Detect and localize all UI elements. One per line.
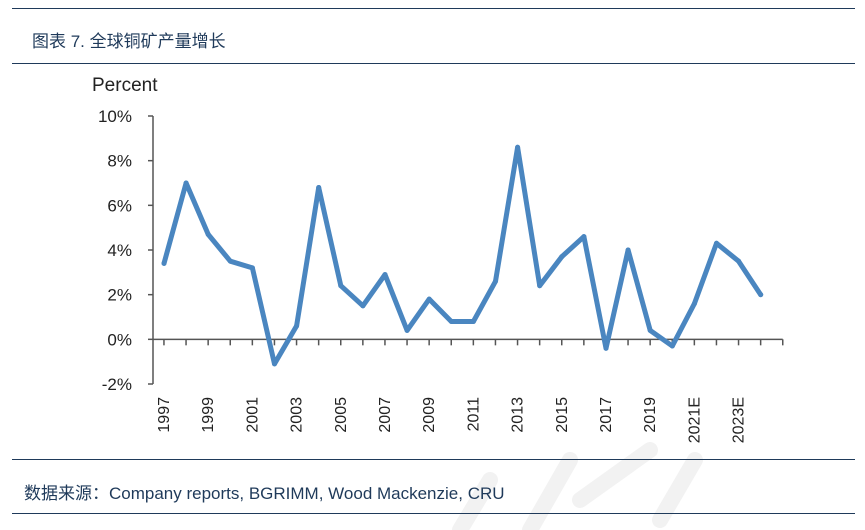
x-tick-label: 1999 <box>200 397 217 433</box>
data-point <box>205 231 211 237</box>
x-tick-label: 2023E <box>731 397 748 443</box>
data-point <box>404 327 410 333</box>
data-point <box>691 301 697 307</box>
x-tick-label: 2015 <box>554 397 571 433</box>
x-tick-label: 2007 <box>377 397 394 433</box>
data-point <box>382 272 388 278</box>
data-point <box>736 258 742 264</box>
source-rule-top <box>12 459 855 460</box>
series-line <box>161 144 764 367</box>
data-point <box>470 318 476 324</box>
x-tick-label: 2009 <box>421 397 438 433</box>
data-point <box>426 296 432 302</box>
x-tick-label: 2005 <box>333 397 350 433</box>
x-tick-label: 2019 <box>642 397 659 433</box>
data-point <box>183 180 189 186</box>
y-tick-label: 4% <box>107 241 132 260</box>
data-point <box>294 323 300 329</box>
data-point <box>493 278 498 284</box>
data-point <box>559 254 565 260</box>
data-point <box>625 247 631 253</box>
data-point <box>537 283 543 289</box>
y-tick-label: -2% <box>102 375 132 394</box>
data-point <box>669 343 675 349</box>
data-point <box>714 240 719 246</box>
y-tick-label: 2% <box>107 286 132 305</box>
data-point <box>316 184 322 190</box>
x-tick-label: 2013 <box>510 397 527 433</box>
data-point <box>515 144 521 150</box>
source-rule-bottom <box>12 513 855 514</box>
data-point <box>249 265 255 271</box>
data-point <box>758 292 764 298</box>
x-tick-label: 2011 <box>465 397 482 432</box>
x-tick-label: 2001 <box>244 397 261 433</box>
y-tick-label: 0% <box>107 330 132 349</box>
data-point <box>161 260 167 266</box>
data-point <box>448 318 454 324</box>
x-tick-label: 2017 <box>598 397 615 433</box>
top-rule <box>12 8 855 9</box>
line-chart: 10% 8% 6% 4% 2% 0% -2% Percent 1997 1999 2001 2003 2… <box>92 75 784 443</box>
data-point <box>360 303 366 309</box>
x-tick-label: 2021E <box>686 397 703 443</box>
data-point <box>603 345 609 351</box>
data-point <box>272 361 277 367</box>
chart-title: 图表 7. 全球铜矿产量增长 <box>32 32 226 51</box>
x-tick-label: 1997 <box>156 397 173 433</box>
y-axis-title: Percent <box>92 75 158 96</box>
y-tick-label: 6% <box>107 196 132 215</box>
y-tick-label: 8% <box>107 152 132 171</box>
y-tick-label: 10% <box>98 107 132 126</box>
source-note: 数据来源：Company reports, BGRIMM, Wood Macke… <box>24 484 505 503</box>
data-point <box>338 283 344 289</box>
title-rule <box>12 63 855 64</box>
data-point <box>647 327 653 333</box>
data-point <box>227 258 233 264</box>
x-tick-label: 2003 <box>289 397 306 433</box>
data-point <box>581 234 587 240</box>
